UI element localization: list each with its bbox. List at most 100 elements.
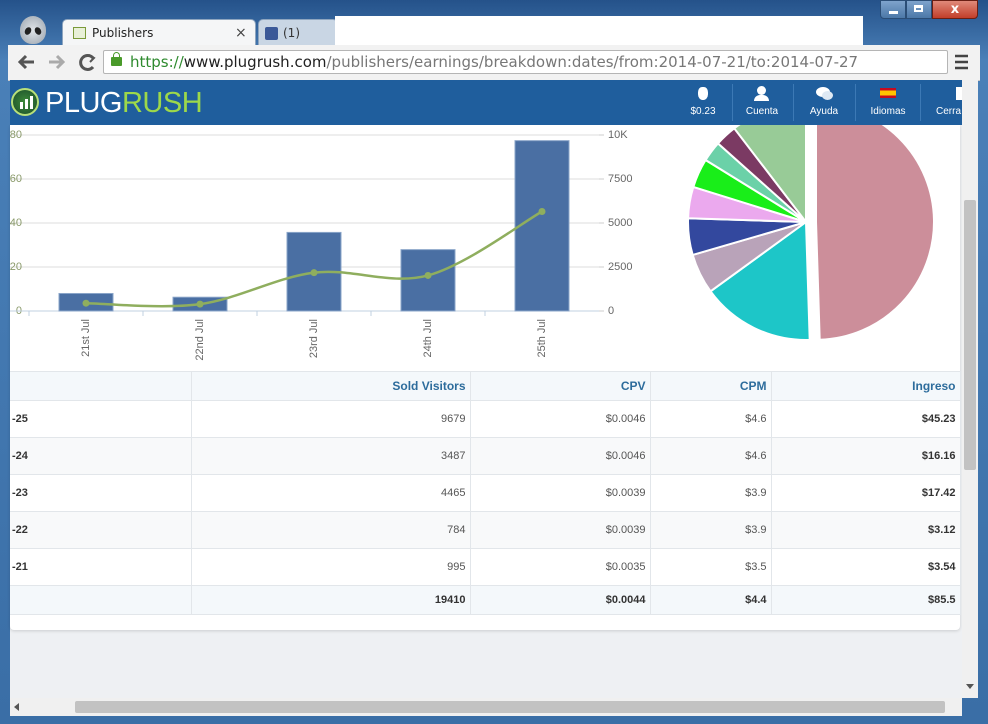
nav-language[interactable]: Idiomas (858, 80, 918, 125)
line-point (310, 269, 318, 277)
vertical-scrollbar[interactable] (962, 80, 978, 698)
scrollbar-thumb[interactable] (75, 701, 945, 713)
total-cell: $85.5 (771, 585, 961, 615)
x-tick-label: 21st Jul (80, 319, 92, 357)
url-scheme: https:// (130, 53, 184, 71)
nav-separator (793, 84, 794, 121)
total-cell: $0.0044 (470, 585, 651, 615)
line-point (196, 300, 204, 308)
y-tick-label: 80 (10, 129, 22, 141)
back-button[interactable] (17, 54, 34, 70)
y2-tick-label: 10K (608, 129, 628, 141)
x-tick-label: 22nd Jul (194, 319, 206, 361)
header-cell: Ingreso (771, 371, 961, 401)
y-tick-label: 40 (10, 217, 22, 229)
table-row: -22 784 $0.0039 $3.9 $3.12 (10, 511, 961, 549)
x-tick-label: 24th Jul (422, 319, 434, 358)
y2-tick-label: 7500 (608, 173, 632, 185)
table-cell: $3.12 (771, 511, 961, 549)
table-cell: $0.0039 (470, 511, 651, 549)
minimize-button[interactable] (880, 0, 906, 19)
table-cell: $4.6 (650, 400, 772, 438)
tab-favicon (265, 27, 278, 40)
earnings-table: Sold Visitors CPV CPM Ingreso -25 9679 $0.0046… (10, 371, 961, 615)
totals-row: 19410 $0.0044 $4.4 $85.5 (10, 585, 961, 615)
nav-label: $0.23 (690, 106, 716, 117)
pie-slice (709, 220, 811, 341)
line-point (538, 207, 546, 215)
table-row: -21 995 $0.0035 $3.5 $3.54 (10, 548, 961, 586)
table-cell: $0.0035 (470, 548, 651, 586)
pie-slice (814, 125, 935, 341)
table-cell: -23 (10, 474, 192, 512)
header-cell: Sold Visitors (191, 371, 471, 401)
close-button[interactable]: x (932, 0, 978, 19)
table-cell (10, 585, 192, 615)
table-cell: $0.0039 (470, 474, 651, 512)
url-path: /publishers/earnings/breakdown:dates/fro… (326, 53, 859, 71)
nav-separator (920, 84, 921, 121)
nav-label: Cerra (936, 106, 962, 117)
url: https://www.plugrush.com/publishers/earn… (130, 52, 858, 72)
y2-tick-label: 2500 (608, 261, 632, 273)
url-host: www.plugrush.com (183, 53, 327, 71)
tab[interactable]: (1) Porno (258, 19, 338, 46)
table-cell: $3.9 (650, 474, 772, 512)
y2-tick-label: 0 (608, 305, 614, 317)
tab-favicon (73, 27, 86, 39)
line-point (82, 299, 90, 307)
table-cell: -21 (10, 548, 192, 586)
nav-label: Idiomas (870, 106, 906, 117)
nav-account[interactable]: Cuenta (732, 80, 792, 125)
tab-active[interactable]: Publishers × (62, 19, 256, 46)
x-tick-label: 25th Jul (536, 319, 548, 358)
scroll-left-arrow[interactable] (14, 703, 19, 711)
y-tick-label: 20 (10, 261, 22, 273)
logo-icon (11, 88, 39, 116)
nav-logout[interactable]: Cerra (920, 80, 962, 125)
scrollbar-thumb[interactable] (964, 200, 976, 470)
nav-separator (732, 84, 733, 121)
x-tick-label: 23rd Jul (308, 319, 320, 358)
lock-icon (111, 52, 122, 66)
forward-button[interactable] (49, 54, 66, 70)
menu-button[interactable] (955, 54, 968, 70)
logo-rush: RUSH (121, 87, 203, 119)
total-cell: $4.4 (650, 585, 772, 615)
table-cell: $0.0046 (470, 437, 651, 475)
nav-balance[interactable]: $0.23 (673, 80, 733, 125)
logo-plug: PLUG (45, 87, 122, 119)
profile-icon[interactable] (20, 16, 46, 44)
bar (514, 140, 570, 312)
table-cell: 9679 (191, 400, 471, 438)
table-cell: 784 (191, 511, 471, 549)
address-bar[interactable] (103, 50, 948, 74)
tab-title: (1) Porno (283, 26, 300, 40)
logo-text: PLUGRUSH (45, 85, 203, 121)
table-row: -23 4465 $0.0039 $3.9 $17.42 (10, 474, 961, 512)
y-tick-label: 60 (10, 173, 22, 185)
bar (400, 249, 456, 312)
total-cell: 19410 (191, 585, 471, 615)
scroll-down-arrow[interactable] (966, 684, 974, 689)
table-cell: 3487 (191, 437, 471, 475)
tab-title: Publishers (92, 26, 154, 40)
redacted-area (335, 16, 863, 46)
table-cell: 4465 (191, 474, 471, 512)
horizontal-scrollbar[interactable] (10, 698, 962, 716)
maximize-button[interactable] (906, 0, 932, 19)
nav-label: Cuenta (745, 106, 779, 117)
nav-help[interactable]: Ayuda (794, 80, 854, 125)
table-cell: $17.42 (771, 474, 961, 512)
reload-button[interactable] (79, 54, 96, 71)
nav-label: Ayuda (809, 106, 839, 117)
header-row: Sold Visitors CPV CPM Ingreso (10, 371, 961, 401)
header-cell (10, 371, 192, 401)
table-cell: -24 (10, 437, 192, 475)
nav-separator (855, 84, 856, 121)
tab-close[interactable]: × (235, 25, 247, 41)
line-point (424, 271, 432, 279)
site-header: PLUGRUSH $0.23 Cuenta Ayuda Idiomas Cerr… (10, 80, 962, 125)
